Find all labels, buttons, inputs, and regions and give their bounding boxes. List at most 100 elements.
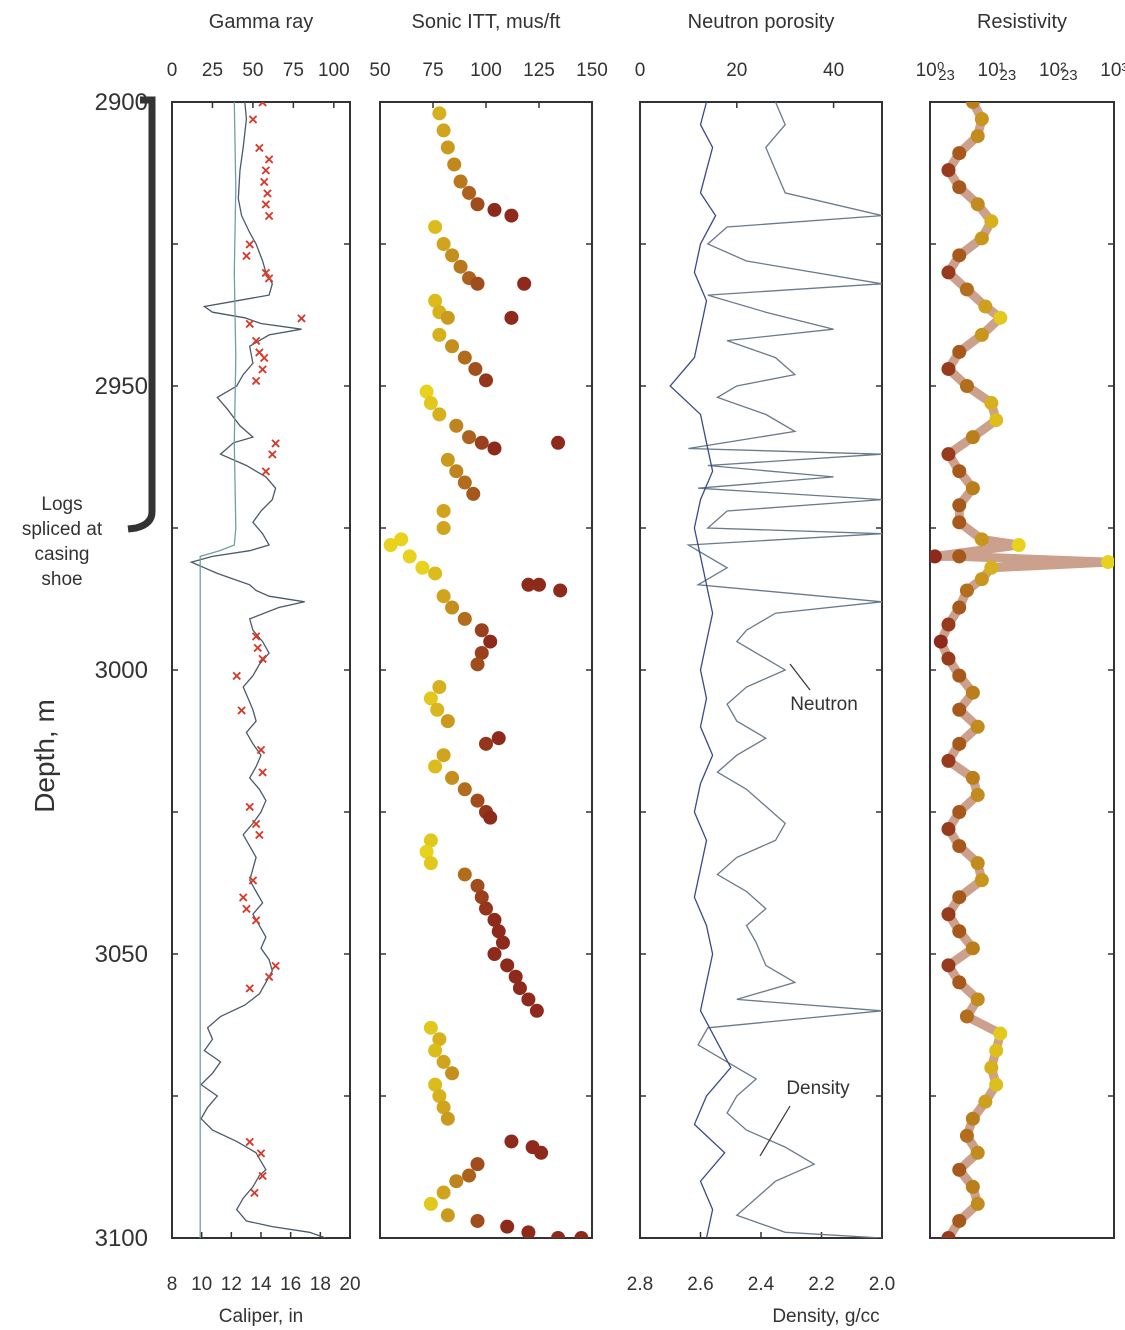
splice-note-line-2: spliced at bbox=[22, 519, 103, 540]
bottom-tick-label: 20 bbox=[339, 1274, 360, 1295]
sonic-point bbox=[483, 810, 498, 825]
sonic-point bbox=[423, 396, 438, 411]
resistivity-point bbox=[959, 583, 974, 598]
gamma-marker: × bbox=[251, 814, 261, 833]
gamma-marker: × bbox=[251, 371, 261, 390]
resistivity-point bbox=[952, 975, 967, 990]
sonic-point bbox=[436, 748, 451, 763]
sonic-point bbox=[483, 634, 498, 649]
depth-axis-label: Depth, m bbox=[29, 699, 60, 813]
sonic-point bbox=[491, 924, 506, 939]
sonic-point bbox=[500, 1219, 515, 1234]
sonic-point bbox=[521, 1225, 536, 1238]
resistivity-point bbox=[952, 498, 967, 513]
sonic-point bbox=[430, 702, 445, 717]
sonic-point bbox=[436, 1100, 451, 1115]
sonic-point bbox=[470, 657, 485, 672]
sonic-point bbox=[462, 1168, 477, 1183]
resistivity-point bbox=[941, 651, 956, 666]
depth-tick-label: 2900 bbox=[95, 89, 148, 116]
sonic-point bbox=[402, 549, 417, 564]
resistivity-point bbox=[952, 924, 967, 939]
depth-tick-label: 3050 bbox=[95, 941, 148, 968]
sonic-point bbox=[394, 532, 409, 547]
top-tick-label: 0 bbox=[635, 60, 646, 81]
resistivity-point bbox=[970, 1196, 985, 1211]
resistivity-point bbox=[952, 464, 967, 479]
gamma-marker: × bbox=[245, 797, 255, 816]
sonic-point bbox=[457, 782, 472, 797]
sonic-point bbox=[551, 435, 566, 450]
resistivity-point bbox=[959, 282, 974, 297]
gamma-marker: × bbox=[245, 235, 255, 254]
resistivity-point bbox=[1011, 538, 1026, 553]
sonic-point bbox=[504, 310, 519, 325]
gamma-marker: × bbox=[238, 888, 248, 907]
resistivity-point bbox=[965, 481, 980, 496]
resistivity-point bbox=[978, 299, 993, 314]
resistivity-point bbox=[970, 856, 985, 871]
sonic-point bbox=[449, 464, 464, 479]
sonic-point bbox=[432, 106, 447, 121]
track-2: Sonic ITT, mus/ft 50 75 100 125 150 bbox=[369, 11, 608, 1239]
track-frame bbox=[379, 101, 593, 1239]
gamma-marker: × bbox=[271, 434, 281, 453]
resistivity-point bbox=[941, 447, 956, 462]
track-title: Neutron porosity bbox=[688, 11, 835, 33]
sonic-point bbox=[479, 736, 493, 751]
sonic-point bbox=[423, 1196, 438, 1211]
sonic-point bbox=[445, 248, 460, 263]
resistivity-point bbox=[952, 600, 967, 615]
top-tick-label: 100 bbox=[470, 60, 502, 81]
track-title: Resistivity bbox=[977, 11, 1067, 33]
sonic-point bbox=[517, 276, 532, 291]
resistivity-point bbox=[941, 361, 956, 376]
bottom-tick-label: 16 bbox=[280, 1274, 301, 1295]
gamma-marker: × bbox=[259, 173, 269, 192]
bottom-tick-label: 2.6 bbox=[687, 1274, 713, 1295]
sonic-point bbox=[457, 350, 472, 365]
sonic-point bbox=[457, 611, 472, 626]
sonic-point bbox=[487, 912, 502, 927]
sonic-point bbox=[532, 577, 546, 592]
track-plot bbox=[930, 102, 1114, 1238]
gamma-marker: × bbox=[237, 701, 247, 720]
resistivity-point bbox=[930, 549, 942, 564]
sonic-point bbox=[504, 1134, 519, 1149]
splice-note: Logs spliced at casing shoe bbox=[22, 494, 103, 590]
sonic-point bbox=[419, 844, 434, 859]
resistivity-point bbox=[952, 248, 967, 263]
sonic-point bbox=[440, 452, 455, 467]
sonic-point bbox=[428, 759, 443, 774]
bottom-tick-label: 14 bbox=[250, 1274, 272, 1295]
resistivity-point bbox=[952, 702, 967, 717]
top-tick-label: 10⁰ bbox=[916, 60, 945, 81]
track-1: Gamma ray 0 25 50 75 100 8 10 12 14 16 18 20 Caliper,… bbox=[167, 11, 361, 1327]
bottom-tick-label: 2.4 bbox=[748, 1274, 775, 1295]
bottom-tick-label: 2.8 bbox=[627, 1274, 653, 1295]
sonic-point bbox=[534, 1145, 549, 1160]
resistivity-point bbox=[952, 549, 967, 564]
resistivity-point bbox=[952, 668, 967, 683]
resistivity-point bbox=[993, 1026, 1008, 1041]
sonic-point bbox=[551, 1231, 566, 1238]
track-frame bbox=[639, 101, 883, 1239]
sonic-point bbox=[415, 560, 430, 575]
sonic-point bbox=[466, 486, 481, 501]
resistivity-point bbox=[952, 839, 967, 854]
resistivity-point bbox=[970, 129, 985, 144]
sonic-point bbox=[440, 1111, 455, 1126]
sonic-point bbox=[423, 1020, 438, 1035]
sonic-point bbox=[445, 1066, 460, 1081]
sonic-point bbox=[470, 276, 485, 291]
sonic-point bbox=[436, 589, 451, 604]
bottom-tick-label: 18 bbox=[310, 1274, 331, 1295]
resistivity-point bbox=[941, 163, 956, 178]
sonic-point bbox=[529, 1003, 544, 1018]
resistivity-point bbox=[989, 1077, 1004, 1092]
sonic-point bbox=[487, 947, 502, 961]
sonic-point bbox=[440, 140, 455, 155]
sonic-point bbox=[445, 339, 460, 354]
resistivity-point bbox=[952, 515, 967, 530]
gamma-marker: × bbox=[254, 343, 264, 362]
